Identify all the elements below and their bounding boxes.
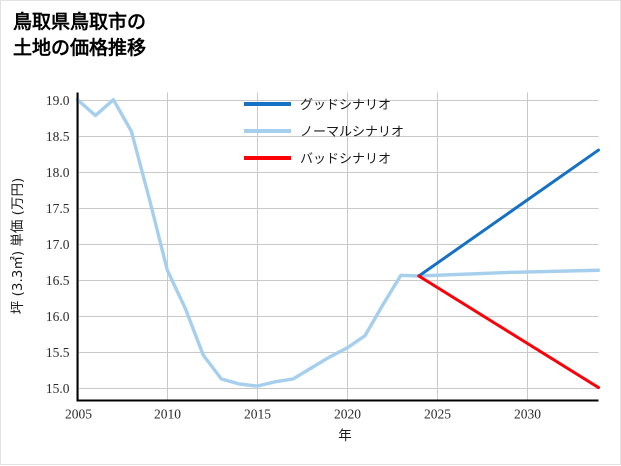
y-tick-label: 18.5 <box>46 129 70 144</box>
gridlines <box>77 92 599 401</box>
x-tick-label: 2005 <box>65 407 92 422</box>
series-line-バッドシナリオ <box>417 274 600 390</box>
y-tick-label: 17.5 <box>46 201 70 216</box>
y-tick-label: 15.0 <box>46 381 70 396</box>
y-tick-label: 17.0 <box>46 237 70 252</box>
x-tick-label: 2025 <box>424 407 451 422</box>
y-tick-label: 18.0 <box>46 165 70 180</box>
series-group <box>75 97 601 390</box>
x-axis-title: 年 <box>338 428 352 444</box>
y-tick-label: 16.5 <box>46 273 70 288</box>
y-axis-title: 坪 (3.3㎡) 単価 (万円) <box>10 178 26 314</box>
series-line-ノーマルシナリオ <box>75 97 601 388</box>
y-tick-label: 15.5 <box>46 345 70 360</box>
x-tick-labels: 2005 2010 2015 2020 2025 2030 <box>65 407 541 422</box>
plot-frame <box>76 92 599 402</box>
y-tick-label: 16.0 <box>46 309 70 324</box>
x-tick-label: 2015 <box>244 407 271 422</box>
y-tick-label: 19.0 <box>46 93 70 108</box>
series-line-グッドシナリオ <box>417 148 600 278</box>
legend-label-1: ノーマルシナリオ <box>300 125 404 140</box>
x-tick-label: 2010 <box>154 407 181 422</box>
x-tick-label: 2030 <box>514 407 541 422</box>
legend-label-0: グッドシナリオ <box>300 98 391 113</box>
x-tick-label: 2020 <box>334 407 361 422</box>
page-title: 鳥取県鳥取市の 土地の価格推移 <box>13 11 147 59</box>
y-tick-labels: 15.0 15.5 16.0 16.5 17.0 17.5 18.0 18.5 19.0 <box>46 93 70 396</box>
legend-label-2: バッドシナリオ <box>300 152 391 167</box>
